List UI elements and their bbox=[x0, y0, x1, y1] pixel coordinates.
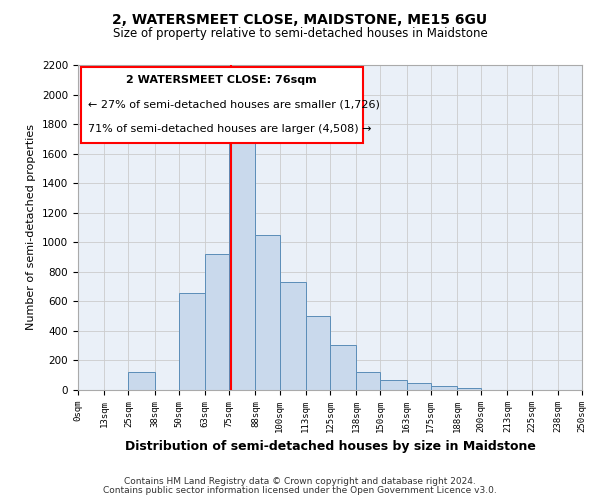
Text: Contains HM Land Registry data © Crown copyright and database right 2024.: Contains HM Land Registry data © Crown c… bbox=[124, 477, 476, 486]
Text: 71% of semi-detached houses are larger (4,508) →: 71% of semi-detached houses are larger (… bbox=[88, 124, 371, 134]
Bar bbox=[229, 136, 256, 390]
Bar bbox=[280, 282, 306, 390]
Y-axis label: Number of semi-detached properties: Number of semi-detached properties bbox=[26, 124, 37, 330]
FancyBboxPatch shape bbox=[80, 66, 363, 143]
Bar bbox=[356, 372, 380, 390]
Bar bbox=[205, 254, 229, 390]
X-axis label: Distribution of semi-detached houses by size in Maidstone: Distribution of semi-detached houses by … bbox=[125, 440, 535, 454]
Text: 2, WATERSMEET CLOSE, MAIDSTONE, ME15 6GU: 2, WATERSMEET CLOSE, MAIDSTONE, ME15 6GU bbox=[112, 12, 488, 26]
Bar bbox=[431, 386, 457, 390]
Bar bbox=[256, 235, 280, 390]
Text: 2 WATERSMEET CLOSE: 76sqm: 2 WATERSMEET CLOSE: 76sqm bbox=[127, 74, 317, 85]
Bar bbox=[128, 372, 155, 390]
Bar bbox=[457, 388, 481, 390]
Text: Contains public sector information licensed under the Open Government Licence v3: Contains public sector information licen… bbox=[103, 486, 497, 495]
Text: ← 27% of semi-detached houses are smaller (1,726): ← 27% of semi-detached houses are smalle… bbox=[88, 99, 380, 109]
Bar bbox=[306, 316, 330, 390]
Text: Size of property relative to semi-detached houses in Maidstone: Size of property relative to semi-detach… bbox=[113, 28, 487, 40]
Bar bbox=[330, 345, 356, 390]
Bar bbox=[407, 384, 431, 390]
Bar bbox=[179, 292, 205, 390]
Bar bbox=[380, 380, 407, 390]
